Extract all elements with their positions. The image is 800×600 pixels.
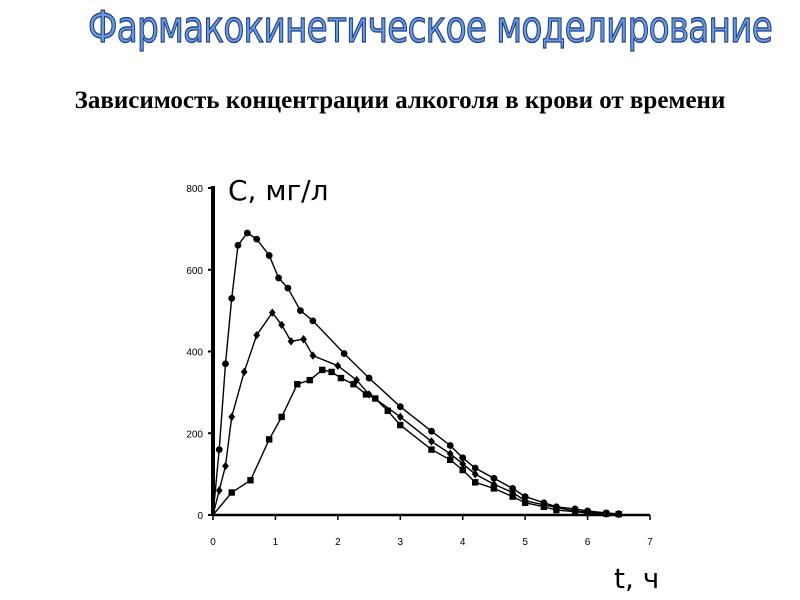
- series-3-point: [384, 407, 391, 414]
- series-1-point: [253, 235, 261, 243]
- series-1-point: [284, 284, 292, 292]
- series-3-line: [212, 369, 619, 516]
- series-1-point: [471, 464, 479, 472]
- x-tick-label: 7: [647, 537, 653, 548]
- series-1-point: [428, 427, 435, 435]
- series-3-point: [459, 466, 466, 474]
- series-3-point: [294, 381, 301, 388]
- series-2-point: [471, 469, 479, 479]
- series-3-point: [328, 368, 335, 376]
- series-3-point: [490, 485, 498, 492]
- series-2-point: [353, 375, 360, 385]
- series-2-point: [428, 437, 435, 446]
- x-tick-label: 1: [273, 537, 279, 548]
- series-3-point: [247, 477, 254, 484]
- series-3-point: [278, 413, 285, 421]
- series-1-point: [275, 274, 282, 282]
- series-1-point: [309, 317, 317, 325]
- series-3-point: [319, 366, 326, 374]
- series-1-point: [297, 307, 304, 315]
- x-tick-label: 6: [585, 537, 591, 548]
- series-3-point: [372, 395, 379, 402]
- chart-title: Зависимость концентрации алкоголя в кров…: [74, 87, 726, 114]
- series-3-point: [540, 503, 548, 511]
- series-2-point: [446, 449, 454, 458]
- series-1-point: [459, 454, 467, 462]
- x-tick-label: 0: [210, 537, 216, 548]
- series-3-point: [337, 374, 345, 382]
- series-1-point: [340, 350, 348, 357]
- series-1-point: [446, 442, 454, 449]
- series-2-point: [396, 412, 404, 422]
- series-3-point: [615, 510, 622, 518]
- series-2-point: [309, 351, 317, 360]
- y-tick-label: 400: [186, 348, 203, 359]
- series-1-point: [265, 252, 273, 259]
- series-2-point: [215, 486, 223, 495]
- series-3-point: [553, 506, 560, 514]
- series-1-point: [365, 374, 373, 382]
- series-2-point: [278, 320, 286, 330]
- series-1-line: [212, 232, 619, 516]
- series-2-point: [287, 337, 295, 346]
- series-3-point: [584, 509, 591, 517]
- series-2-point: [300, 335, 307, 344]
- x-tick-label: 2: [335, 537, 341, 548]
- series-3-point: [571, 508, 579, 515]
- series-3-point: [306, 376, 313, 384]
- series-1-point: [222, 360, 229, 368]
- series-3-point: [362, 391, 370, 398]
- series-3-point: [603, 510, 610, 517]
- series-1-point: [215, 446, 223, 453]
- chart-series: [212, 229, 623, 519]
- series-2-point: [334, 361, 342, 371]
- series-2-point: [222, 461, 229, 471]
- y-tick-label: 800: [186, 184, 203, 195]
- series-1-point: [396, 403, 404, 411]
- x-tick-label: 4: [460, 537, 466, 548]
- series-3-point: [472, 479, 479, 486]
- x-tick-label: 5: [522, 537, 528, 548]
- series-3-point: [509, 493, 516, 500]
- series-1-point: [228, 294, 236, 302]
- series-3-point: [350, 381, 357, 388]
- y-tick-label: 600: [186, 266, 203, 277]
- series-2-point: [268, 308, 276, 317]
- series-3-point: [447, 456, 454, 464]
- series-3-point: [521, 499, 529, 506]
- series-3-point: [265, 436, 273, 443]
- series-2-line: [212, 311, 619, 516]
- series-2-point: [240, 367, 248, 377]
- series-1-point: [234, 241, 242, 249]
- series-2-point: [253, 330, 261, 340]
- y-tick-label: 200: [186, 429, 203, 440]
- series-3-point: [428, 446, 435, 453]
- series-1-point: [243, 229, 251, 237]
- series-3-point: [397, 421, 404, 429]
- x-tick-label: 3: [398, 537, 404, 548]
- slide-title: Фармакокинетическое моделирование: [87, 1, 773, 53]
- series-3-point: [228, 489, 235, 496]
- x-axis-label: t, ч: [614, 562, 659, 595]
- y-axis-label: C, мг/л: [228, 174, 329, 207]
- series-2-point: [228, 412, 236, 422]
- series-2-point: [459, 459, 467, 469]
- series-1-point: [490, 474, 498, 482]
- y-tick-label: 0: [197, 511, 203, 522]
